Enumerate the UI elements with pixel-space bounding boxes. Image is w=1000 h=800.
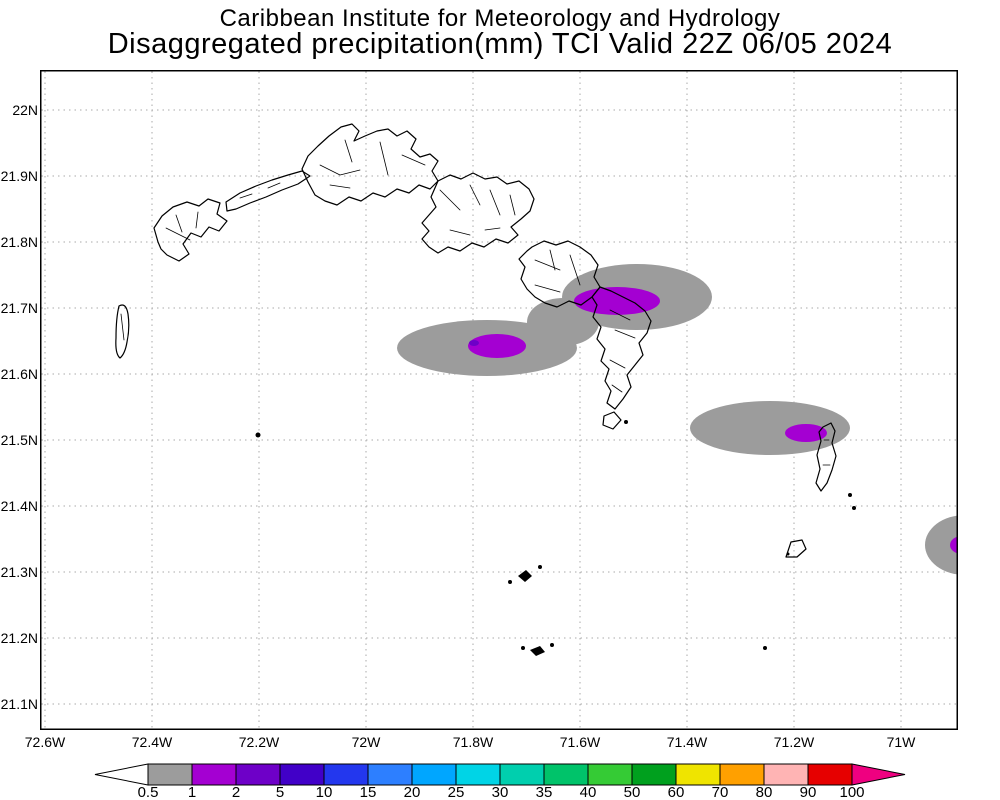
north-caicos-island [301, 123, 439, 206]
legend-tick-label: 80 [755, 784, 773, 800]
lat-tick-label: 22N [12, 102, 38, 118]
french-cay [255, 432, 261, 438]
legend-tick-label: 60 [667, 784, 685, 800]
middle-caicos-island [421, 172, 535, 254]
precip-area-1mm [785, 424, 827, 442]
cay [852, 506, 856, 510]
lat-tick-label: 21.2N [0, 630, 38, 646]
lon-tick-label: 72.6W [24, 734, 66, 750]
legend-under-arrow [94, 763, 149, 786]
legend-over-arrow [851, 763, 906, 786]
legend-tick-label: 20 [403, 784, 421, 800]
lat-tick-label: 21.3N [0, 564, 38, 580]
precip-area-0.5mm [690, 401, 850, 455]
legend-segment [455, 763, 501, 786]
legend-segment [235, 763, 281, 786]
cay [530, 646, 545, 656]
precip-area-2mm [469, 340, 479, 346]
legend-tick-label: 1 [187, 784, 197, 800]
lon-tick-label: 72.4W [131, 734, 173, 750]
cay [521, 646, 525, 650]
precip-area-1mm [468, 334, 526, 358]
salt-cay-island [785, 539, 807, 558]
map-canvas [40, 70, 1000, 730]
providenciales-east-strip [225, 170, 311, 212]
legend-tick-label: 35 [535, 784, 553, 800]
legend-segment [147, 763, 193, 786]
map-plot-area [40, 70, 1000, 730]
legend-tick-label: 25 [447, 784, 465, 800]
cay [624, 420, 628, 424]
legend-segment [499, 763, 545, 786]
legend-segment [675, 763, 721, 786]
legend-tick-label: 90 [799, 784, 817, 800]
legend-segment [543, 763, 589, 786]
cay [763, 646, 767, 650]
lat-tick-label: 21.9N [0, 168, 38, 184]
cay [518, 570, 532, 582]
lat-tick-label: 21.1N [0, 696, 38, 712]
legend-tick-label: 50 [623, 784, 641, 800]
legend-segment [763, 763, 809, 786]
cay [848, 493, 852, 497]
lon-tick-label: 71.8W [452, 734, 494, 750]
precipitation-shading [397, 264, 1000, 575]
small-cays [255, 420, 856, 656]
legend-segment [719, 763, 765, 786]
legend-tick-label: 0.5 [137, 784, 159, 800]
cay [508, 580, 512, 584]
island-interior-boundaries [120, 139, 831, 466]
coastlines [115, 123, 856, 656]
legend-tick-label: 100 [839, 784, 865, 800]
lon-tick-label: 71W [886, 734, 916, 750]
lon-tick-label: 72W [351, 734, 381, 750]
legend-segment [367, 763, 413, 786]
map-border [40, 70, 958, 730]
south-caicos-cay [602, 411, 622, 430]
legend-segment [191, 763, 237, 786]
gridlines [41, 71, 957, 729]
legend-segment [323, 763, 369, 786]
cay [538, 565, 542, 569]
map-title: Disaggregated precipitation(mm) TCI Vali… [107, 28, 893, 60]
lat-tick-label: 21.6N [0, 366, 38, 382]
cay [786, 552, 790, 556]
grand-turk-island [815, 422, 837, 492]
legend-tick-label: 10 [315, 784, 333, 800]
lon-tick-label: 71.6W [559, 734, 601, 750]
legend-tick-label: 40 [579, 784, 597, 800]
west-caicos-island [115, 304, 130, 359]
legend-segment [631, 763, 677, 786]
lon-tick-label: 71.4W [666, 734, 708, 750]
legend-segment [807, 763, 853, 786]
providenciales-island [153, 198, 228, 262]
legend-tick-label: 70 [711, 784, 729, 800]
institute-title: Caribbean Institute for Meteorology and … [219, 5, 781, 32]
east-caicos-island [518, 240, 601, 308]
lat-tick-label: 21.5N [0, 432, 38, 448]
legend-tick-label: 2 [231, 784, 241, 800]
lon-tick-label: 71.2W [773, 734, 815, 750]
legend-tick-label: 5 [275, 784, 285, 800]
legend-segment [411, 763, 457, 786]
cay [550, 643, 554, 647]
legend-tick-label: 15 [359, 784, 377, 800]
lat-tick-label: 21.7N [0, 300, 38, 316]
legend-tick-label: 30 [491, 784, 509, 800]
lat-tick-label: 21.4N [0, 498, 38, 514]
caicos-bank-ridge [591, 286, 652, 410]
lon-tick-label: 72.2W [238, 734, 280, 750]
legend-segment [279, 763, 325, 786]
lat-tick-label: 21.8N [0, 234, 38, 250]
precip-colorbar [94, 763, 906, 786]
legend-segment [587, 763, 633, 786]
